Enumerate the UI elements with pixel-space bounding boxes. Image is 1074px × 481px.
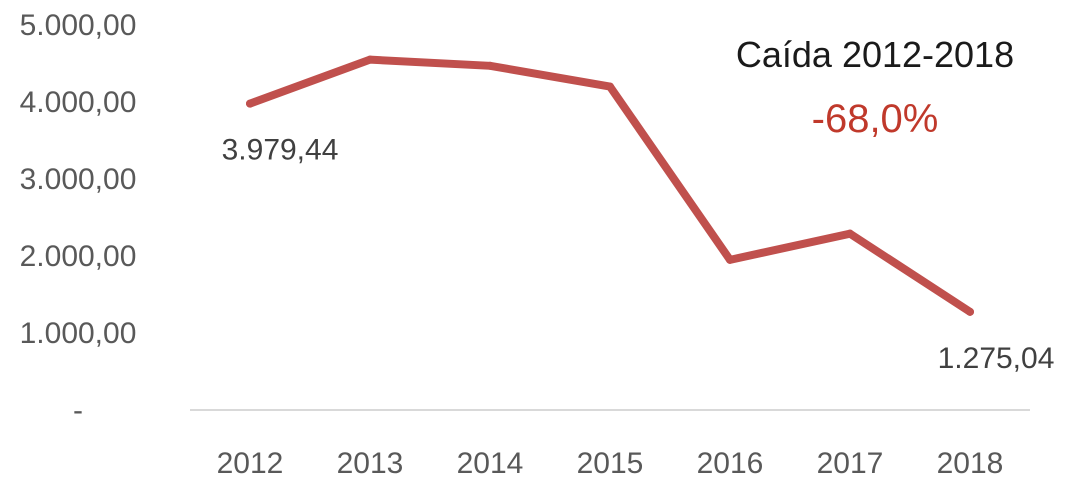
annotation-title: Caída 2012-2018 xyxy=(736,34,1014,75)
x-axis: 2012 2013 2014 2015 2016 2017 2018 xyxy=(217,447,1004,480)
y-tick-label: 1.000,00 xyxy=(20,317,137,350)
data-point xyxy=(606,82,614,91)
data-point xyxy=(246,99,254,108)
x-tick-label: 2015 xyxy=(577,447,644,480)
y-tick-label: 4.000,00 xyxy=(20,86,137,119)
data-points xyxy=(246,55,974,316)
data-label: 1.275,04 xyxy=(938,342,1055,375)
x-tick-label: 2017 xyxy=(817,447,884,480)
y-tick-label: - xyxy=(73,394,83,427)
y-tick-label: 5.000,00 xyxy=(20,9,137,42)
annotation-value: -68,0% xyxy=(812,97,939,141)
x-tick-label: 2018 xyxy=(937,447,1004,480)
data-point xyxy=(846,229,854,238)
data-point xyxy=(366,55,374,64)
x-tick-label: 2013 xyxy=(337,447,404,480)
y-tick-label: 3.000,00 xyxy=(20,163,137,196)
x-tick-label: 2014 xyxy=(457,447,524,480)
x-tick-label: 2012 xyxy=(217,447,284,480)
data-label: 3.979,44 xyxy=(222,134,339,167)
x-tick-label: 2016 xyxy=(697,447,764,480)
data-point xyxy=(726,255,734,264)
y-tick-label: 2.000,00 xyxy=(20,240,137,273)
data-point xyxy=(486,61,494,70)
y-axis: 5.000,00 4.000,00 3.000,00 2.000,00 1.000,00… xyxy=(20,9,137,427)
data-labels: 3.979,44 1.275,04 xyxy=(222,134,1055,375)
data-point xyxy=(966,307,974,316)
